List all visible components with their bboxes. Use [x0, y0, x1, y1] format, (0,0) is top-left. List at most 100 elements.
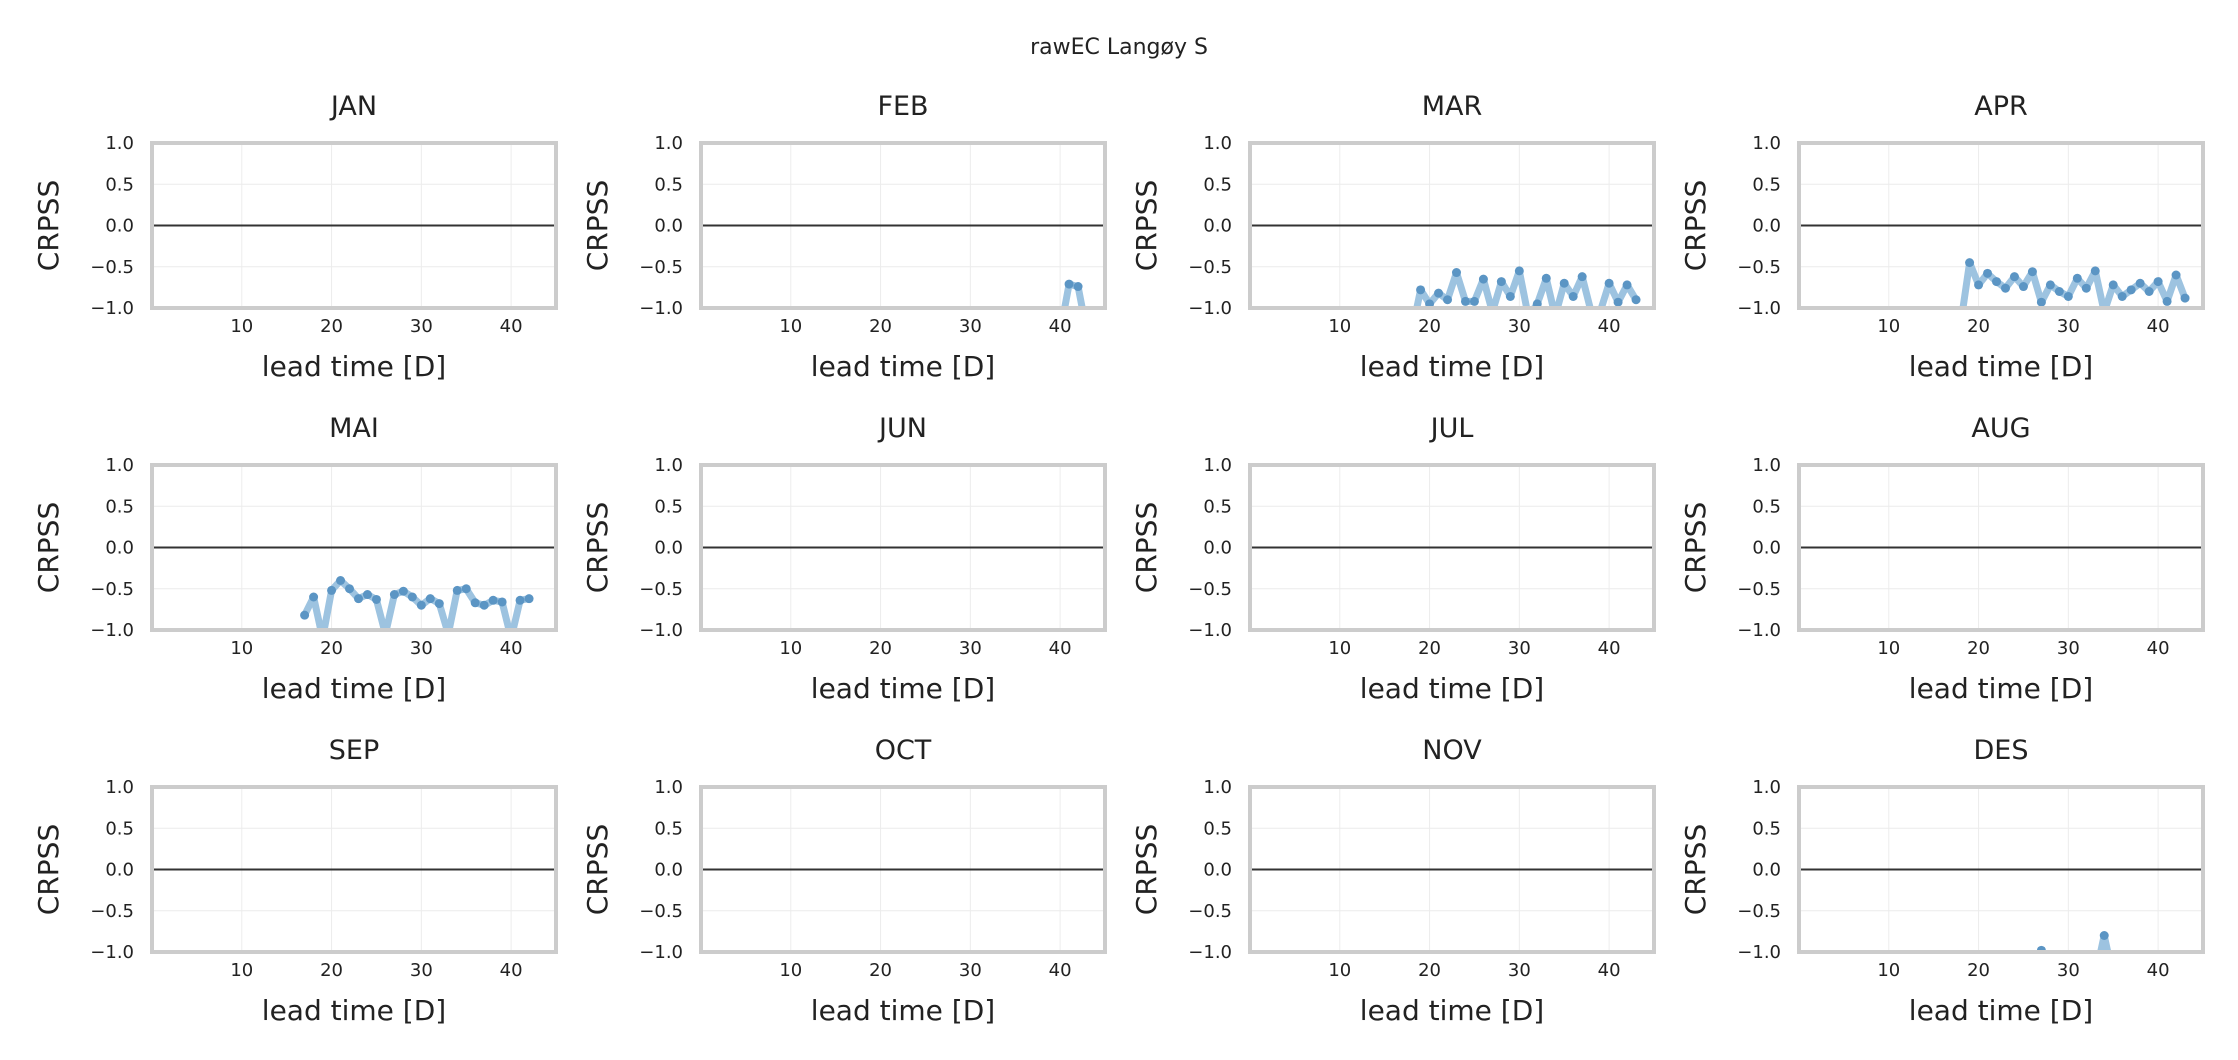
panel-title: OCT: [875, 735, 932, 766]
x-tick-label: 10: [1877, 960, 1900, 981]
y-tick-label: 0.5: [1203, 818, 1232, 839]
x-tick-label: 30: [959, 960, 982, 981]
y-tick-label: 1.0: [1752, 455, 1781, 476]
data-point: [1425, 299, 1435, 308]
data-point: [1451, 268, 1461, 278]
x-tick-label: 30: [410, 638, 433, 659]
y-tick-label: 0.5: [1752, 174, 1781, 195]
data-point: [1416, 285, 1426, 295]
series-apr: [1959, 258, 2190, 308]
plot-frame: [1248, 141, 1656, 310]
plot-frame: [150, 141, 558, 310]
panel-title: APR: [1974, 91, 2028, 122]
x-axis-label: lead time [D]: [811, 994, 995, 1027]
y-tick-label: 0.5: [654, 174, 683, 195]
y-tick-label: −0.5: [90, 579, 134, 600]
y-tick-label: 0.0: [1203, 216, 1232, 237]
data-point: [1577, 272, 1587, 282]
x-axis-label: lead time [D]: [811, 672, 995, 705]
data-point: [2117, 291, 2127, 301]
data-point: [2090, 266, 2100, 276]
x-tick-label: 30: [1508, 316, 1531, 337]
data-point: [1532, 299, 1542, 308]
plot-frame: [699, 463, 1107, 632]
data-point: [371, 594, 381, 604]
data-point: [389, 590, 399, 600]
y-tick-label: −1.0: [1188, 298, 1232, 319]
panel-title: AUG: [1971, 413, 2030, 444]
data-point: [1505, 291, 1515, 301]
x-tick-label: 20: [869, 316, 892, 337]
y-tick-label: 1.0: [654, 777, 683, 798]
x-axis-label: lead time [D]: [1909, 994, 2093, 1027]
y-tick-label: 0.0: [1752, 860, 1781, 881]
y-tick-label: 0.5: [654, 818, 683, 839]
y-axis-label: CRPSS: [1130, 180, 1163, 271]
series-feb: [1061, 279, 1086, 308]
y-tick-label: 0.5: [1752, 496, 1781, 517]
x-tick-label: 40: [2147, 960, 2170, 981]
data-point: [1568, 291, 1578, 301]
x-tick-label: 10: [1328, 316, 1351, 337]
data-point: [2018, 282, 2028, 292]
panel-sep: SEP 10 20 30 40 1.0 0.5 0.0 −0.5 −1.0 lead time [D…: [32, 735, 558, 1027]
data-point: [2153, 277, 2163, 287]
x-axis-label: lead time [D]: [1360, 672, 1544, 705]
series-line: [1061, 280, 1086, 308]
x-tick-label: 20: [1418, 316, 1441, 337]
plot-frame: [150, 463, 558, 632]
x-tick-label: 40: [500, 960, 523, 981]
x-tick-label: 20: [1967, 638, 1990, 659]
y-tick-label: 0.5: [1752, 818, 1781, 839]
x-tick-label: 20: [1967, 960, 1990, 981]
y-tick-label: 1.0: [1203, 455, 1232, 476]
data-point: [2162, 296, 2172, 306]
x-tick-label: 30: [959, 316, 982, 337]
data-point: [1559, 278, 1569, 288]
y-tick-label: 0.0: [1203, 860, 1232, 881]
x-tick-label: 40: [1049, 638, 1072, 659]
data-point: [1992, 277, 2002, 287]
x-tick-label: 10: [779, 960, 802, 981]
data-point: [416, 600, 426, 610]
y-tick-label: −1.0: [1188, 942, 1232, 963]
x-tick-label: 40: [1049, 960, 1072, 981]
y-axis-label: CRPSS: [1679, 180, 1712, 271]
y-tick-label: 1.0: [1752, 133, 1781, 154]
y-tick-label: 0.0: [105, 860, 134, 881]
x-tick-label: 40: [500, 638, 523, 659]
y-tick-label: 0.0: [654, 216, 683, 237]
y-tick-label: −1.0: [639, 298, 683, 319]
y-tick-label: 1.0: [654, 455, 683, 476]
y-tick-label: −1.0: [90, 942, 134, 963]
data-point: [2063, 291, 2073, 301]
y-tick-label: −1.0: [1737, 942, 1781, 963]
plot-frame: [699, 785, 1107, 954]
data-point: [452, 585, 462, 595]
panel-title: MAR: [1422, 91, 1483, 122]
y-axis-label: CRPSS: [1130, 502, 1163, 593]
panel-title: JAN: [329, 91, 377, 122]
data-point: [434, 599, 444, 609]
plot-frame: [150, 785, 558, 954]
y-tick-label: −1.0: [90, 620, 134, 641]
y-tick-label: 0.5: [654, 496, 683, 517]
data-point: [470, 598, 480, 608]
data-point: [345, 584, 355, 594]
y-tick-label: −0.5: [639, 901, 683, 922]
x-tick-label: 30: [410, 960, 433, 981]
x-tick-label: 20: [869, 960, 892, 981]
y-tick-label: −1.0: [1737, 620, 1781, 641]
y-tick-label: −0.5: [90, 257, 134, 278]
panel-mar: MAR 10 20 30 40 1.0 0.5 0.0 −0.5 −1.0 lead time [D…: [1130, 91, 1656, 383]
y-tick-label: 1.0: [1203, 777, 1232, 798]
y-axis-label: CRPSS: [1679, 502, 1712, 593]
y-axis-label: CRPSS: [32, 502, 65, 593]
panel-title: MAI: [329, 413, 379, 444]
data-point: [1469, 296, 1479, 306]
y-tick-label: −0.5: [1737, 579, 1781, 600]
data-point: [1460, 296, 1470, 306]
x-tick-label: 20: [320, 316, 343, 337]
y-tick-label: 0.5: [105, 496, 134, 517]
